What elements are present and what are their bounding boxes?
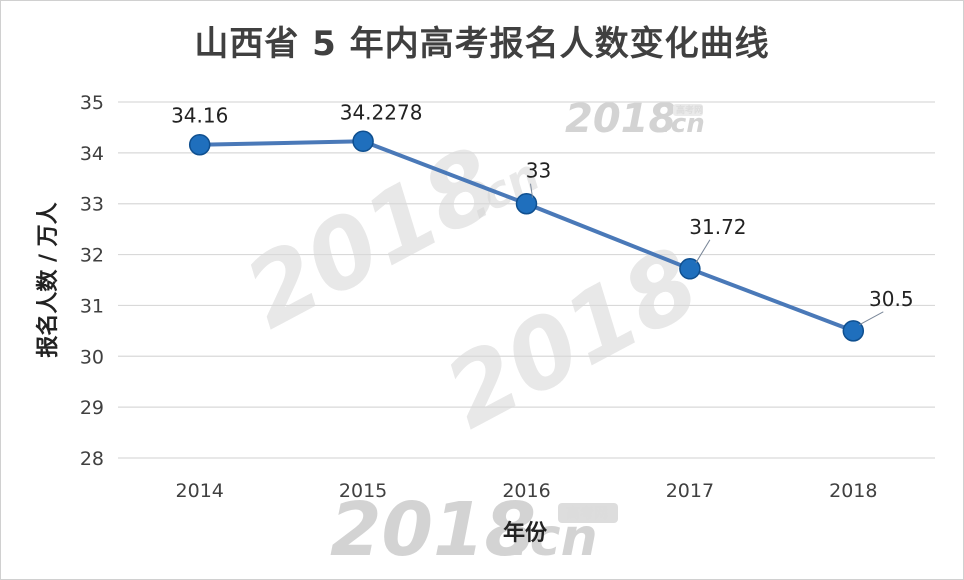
y-axis-ticks: 28 29 30 31 32 33 34 35 [80, 92, 104, 470]
gridlines [118, 101, 935, 459]
watermark-tag-box [558, 503, 618, 523]
y-axis-label: 报名人数 / 万人 [35, 202, 61, 357]
x-tick-label: 2017 [666, 480, 714, 502]
watermark-top-right: 2018 .cn 高考网 [565, 96, 705, 142]
y-tick-label: 30 [80, 346, 104, 368]
data-labels: 34.16 34.2278 33 31.72 30.5 [171, 100, 914, 326]
data-point-2016 [515, 192, 538, 215]
label-leader-line [530, 183, 533, 198]
x-tick-label: 2018 [829, 480, 877, 502]
y-tick-label: 33 [80, 194, 104, 216]
watermark-text: 2018 [428, 226, 716, 450]
label-leader-line [695, 239, 711, 264]
data-label-2015: 34.2278 [340, 100, 423, 124]
data-point-2018 [842, 320, 865, 342]
data-label-2016: 33 [526, 159, 551, 183]
label-leader-line [859, 311, 884, 326]
watermark-tag: 高考网 [566, 505, 608, 522]
watermark-tag: 高考网 [676, 104, 703, 116]
watermark-text: 2018 [228, 126, 516, 350]
x-tick-label: 2014 [176, 480, 224, 502]
y-tick-label: 34 [80, 143, 104, 165]
watermark-text: 2018 [330, 487, 536, 573]
watermark-mid-right: 2018 [428, 226, 716, 450]
watermark-tag-box [673, 104, 703, 116]
y-tick-label: 31 [80, 295, 104, 317]
data-point-2015 [352, 130, 374, 153]
y-tick-label: 29 [80, 397, 104, 419]
data-label-2017: 31.72 [689, 215, 746, 239]
y-tick-label: 32 [80, 245, 104, 267]
watermark-bottom: 2018 .cn 高考网 [330, 487, 618, 573]
y-tick-label: 35 [80, 92, 104, 114]
x-tick-label: 2016 [502, 480, 550, 502]
watermark-text: 2018 [565, 96, 676, 142]
data-series [188, 130, 865, 342]
x-axis-ticks: 2014 2015 2016 2017 2018 [176, 480, 878, 502]
x-axis-label: 年份 [503, 520, 548, 546]
data-label-2018: 30.5 [869, 287, 914, 311]
data-point-2017 [679, 258, 701, 280]
x-tick-label: 2015 [339, 480, 387, 502]
watermark-layer: 2018 .cn 高考网 2018 .cn 2018 2018 .cn 高考网 [228, 96, 716, 573]
data-point-2014 [188, 133, 211, 156]
data-label-2014: 34.16 [171, 104, 228, 128]
chart-title: 山西省 5 年内高考报名人数变化曲线 [194, 24, 769, 64]
y-tick-label: 28 [80, 448, 104, 470]
